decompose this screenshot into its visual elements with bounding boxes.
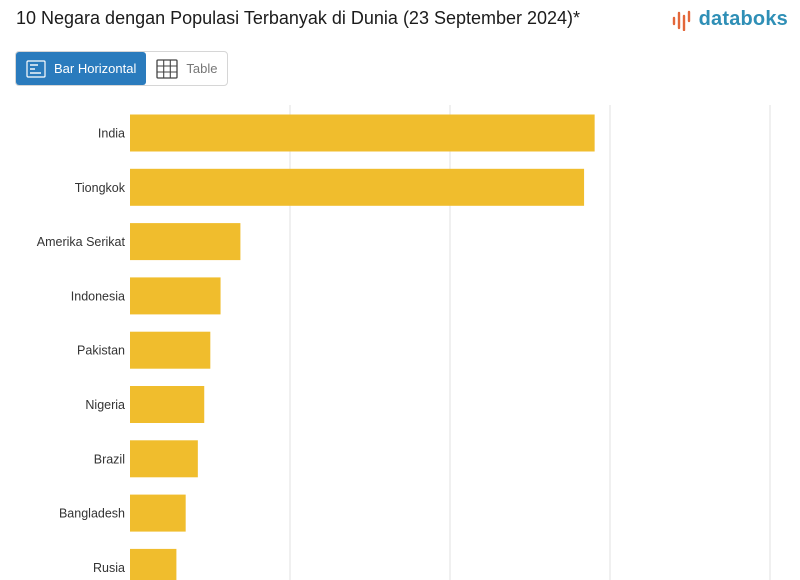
category-label: Pakistan [77, 344, 125, 358]
bars [130, 114, 595, 580]
bar[interactable] [130, 168, 585, 206]
category-label: Brazil [94, 452, 125, 466]
category-label: Rusia [93, 561, 125, 575]
category-label: India [98, 127, 125, 141]
bar-chart-icon [26, 59, 46, 78]
bar-horizontal-tab[interactable]: Bar Horizontal [16, 52, 147, 85]
bar[interactable] [130, 331, 211, 369]
databoks-logo: databoks [671, 8, 788, 31]
table-grid-icon [156, 58, 179, 79]
category-label: Tiongkok [75, 181, 126, 195]
category-labels: India Tiongkok Amerika Serikat Indonesia Pak… [37, 127, 126, 575]
table-tab[interactable]: Table [146, 52, 227, 85]
bar-horizontal-label: Bar Horizontal [54, 61, 137, 76]
bar[interactable] [130, 548, 177, 580]
logo-text: databoks [698, 8, 788, 30]
grid-lines [289, 105, 771, 580]
category-label: Nigeria [85, 398, 125, 412]
bar[interactable] [130, 440, 198, 478]
databoks-logo-icon [672, 10, 690, 31]
bar[interactable] [130, 114, 595, 152]
category-label: Indonesia [71, 289, 125, 303]
chart-title: 10 Negara dengan Populasi Terbanyak di D… [16, 8, 581, 28]
table-label: Table [186, 61, 218, 76]
view-toggle: Bar Horizontal Table [15, 51, 229, 86]
category-label: Amerika Serikat [37, 235, 126, 249]
category-label: Bangladesh [59, 507, 125, 521]
bar[interactable] [130, 223, 241, 261]
bar[interactable] [130, 386, 205, 423]
bar[interactable] [130, 494, 186, 532]
bar[interactable] [130, 277, 221, 315]
